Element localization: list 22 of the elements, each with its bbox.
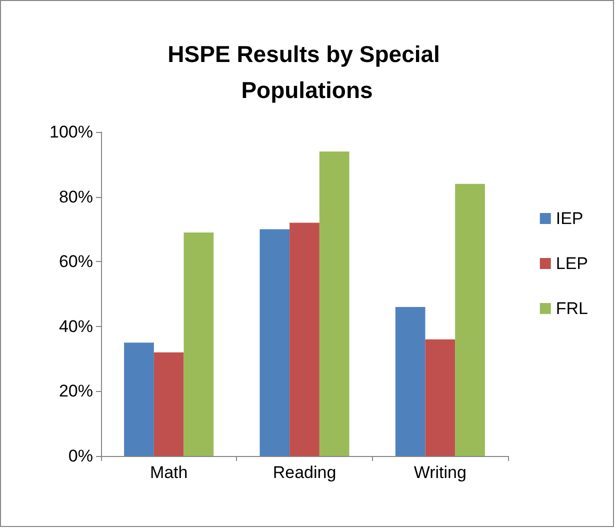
bar <box>290 222 320 456</box>
bar <box>395 306 426 456</box>
bar <box>319 151 350 456</box>
legend-label: IEP <box>556 209 584 228</box>
bar <box>154 352 184 456</box>
legend-label: FRL <box>556 299 588 318</box>
y-tick-label: 0% <box>68 446 93 466</box>
bar <box>124 342 154 456</box>
y-tick-label: 20% <box>58 382 93 401</box>
bar <box>425 339 456 456</box>
bar <box>184 232 214 456</box>
chart-title: HSPE Results by Special Populations <box>168 41 446 103</box>
legend-label: LEP <box>556 254 588 273</box>
x-tick-label: Math <box>150 463 188 482</box>
y-tick-label: 80% <box>58 187 93 206</box>
bar <box>260 229 290 456</box>
y-tick-label: 40% <box>58 316 93 336</box>
y-tick-label: 60% <box>58 252 93 272</box>
bar <box>455 184 485 456</box>
x-tick-label: Writing <box>414 463 466 482</box>
x-tick-label: Reading <box>272 463 336 482</box>
y-tick-label: 100% <box>50 122 93 142</box>
